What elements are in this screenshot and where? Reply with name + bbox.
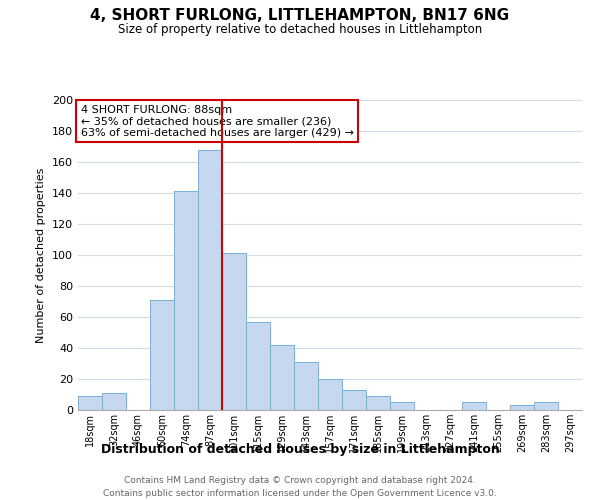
- Bar: [390, 402, 414, 410]
- Y-axis label: Number of detached properties: Number of detached properties: [37, 168, 46, 342]
- Bar: [342, 390, 366, 410]
- Text: Distribution of detached houses by size in Littlehampton: Distribution of detached houses by size …: [101, 442, 499, 456]
- Bar: [222, 254, 246, 410]
- Bar: [318, 379, 342, 410]
- Bar: [462, 402, 486, 410]
- Bar: [102, 393, 126, 410]
- Bar: [150, 300, 174, 410]
- Text: Contains public sector information licensed under the Open Government Licence v3: Contains public sector information licen…: [103, 489, 497, 498]
- Bar: [510, 406, 534, 410]
- Bar: [534, 402, 558, 410]
- Text: 4, SHORT FURLONG, LITTLEHAMPTON, BN17 6NG: 4, SHORT FURLONG, LITTLEHAMPTON, BN17 6N…: [91, 8, 509, 22]
- Text: Size of property relative to detached houses in Littlehampton: Size of property relative to detached ho…: [118, 22, 482, 36]
- Text: 4 SHORT FURLONG: 88sqm
← 35% of detached houses are smaller (236)
63% of semi-de: 4 SHORT FURLONG: 88sqm ← 35% of detached…: [80, 104, 353, 138]
- Bar: [366, 396, 390, 410]
- Bar: [294, 362, 318, 410]
- Bar: [78, 396, 102, 410]
- Bar: [270, 345, 294, 410]
- Bar: [198, 150, 222, 410]
- Bar: [174, 192, 198, 410]
- Bar: [246, 322, 270, 410]
- Text: Contains HM Land Registry data © Crown copyright and database right 2024.: Contains HM Land Registry data © Crown c…: [124, 476, 476, 485]
